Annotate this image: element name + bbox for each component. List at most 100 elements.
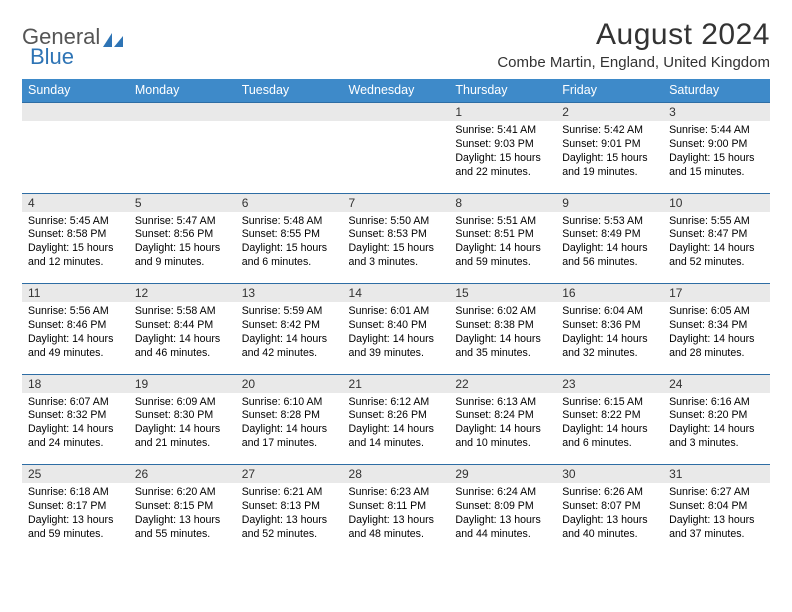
sunrise-text: Sunrise: 5:55 AM — [669, 215, 764, 229]
day-number: 15 — [449, 284, 556, 303]
sunrise-text: Sunrise: 5:48 AM — [242, 215, 337, 229]
day-detail: Sunrise: 6:21 AMSunset: 8:13 PMDaylight:… — [236, 483, 343, 555]
day-number: 9 — [556, 193, 663, 212]
day-detail: Sunrise: 6:16 AMSunset: 8:20 PMDaylight:… — [663, 393, 770, 465]
daylight-text: Daylight: 14 hours and 32 minutes. — [562, 333, 657, 361]
sunset-text: Sunset: 8:56 PM — [135, 228, 230, 242]
daylight-text: Daylight: 14 hours and 6 minutes. — [562, 423, 657, 451]
day-number: 2 — [556, 103, 663, 122]
daylight-text: Daylight: 14 hours and 28 minutes. — [669, 333, 764, 361]
daynum-row: 45678910 — [22, 193, 770, 212]
day-number: 28 — [343, 465, 450, 484]
sunset-text: Sunset: 9:03 PM — [455, 138, 550, 152]
sunrise-text: Sunrise: 6:24 AM — [455, 486, 550, 500]
day-detail: Sunrise: 6:13 AMSunset: 8:24 PMDaylight:… — [449, 393, 556, 465]
sunrise-text: Sunrise: 6:10 AM — [242, 396, 337, 410]
day-number: 19 — [129, 374, 236, 393]
sunrise-text: Sunrise: 6:16 AM — [669, 396, 764, 410]
detail-row: Sunrise: 5:45 AMSunset: 8:58 PMDaylight:… — [22, 212, 770, 284]
day-number: 11 — [22, 284, 129, 303]
daylight-text: Daylight: 14 hours and 21 minutes. — [135, 423, 230, 451]
sunrise-text: Sunrise: 5:42 AM — [562, 124, 657, 138]
day-number — [129, 103, 236, 122]
header-monday: Monday — [129, 79, 236, 103]
header-row: Sunday Monday Tuesday Wednesday Thursday… — [22, 79, 770, 103]
detail-row: Sunrise: 6:07 AMSunset: 8:32 PMDaylight:… — [22, 393, 770, 465]
detail-row: Sunrise: 6:18 AMSunset: 8:17 PMDaylight:… — [22, 483, 770, 555]
sunset-text: Sunset: 8:26 PM — [349, 409, 444, 423]
sunrise-text: Sunrise: 6:27 AM — [669, 486, 764, 500]
sunrise-text: Sunrise: 5:53 AM — [562, 215, 657, 229]
daylight-text: Daylight: 13 hours and 40 minutes. — [562, 514, 657, 542]
sunset-text: Sunset: 8:58 PM — [28, 228, 123, 242]
day-detail: Sunrise: 5:51 AMSunset: 8:51 PMDaylight:… — [449, 212, 556, 284]
day-number: 30 — [556, 465, 663, 484]
daylight-text: Daylight: 13 hours and 52 minutes. — [242, 514, 337, 542]
day-number — [343, 103, 450, 122]
header-wednesday: Wednesday — [343, 79, 450, 103]
daylight-text: Daylight: 15 hours and 9 minutes. — [135, 242, 230, 270]
sunrise-text: Sunrise: 5:50 AM — [349, 215, 444, 229]
day-number: 27 — [236, 465, 343, 484]
sunrise-text: Sunrise: 6:02 AM — [455, 305, 550, 319]
day-detail: Sunrise: 6:27 AMSunset: 8:04 PMDaylight:… — [663, 483, 770, 555]
daylight-text: Daylight: 13 hours and 59 minutes. — [28, 514, 123, 542]
day-number: 23 — [556, 374, 663, 393]
header-friday: Friday — [556, 79, 663, 103]
sunrise-text: Sunrise: 5:51 AM — [455, 215, 550, 229]
logo-sail-icon — [103, 29, 125, 45]
sunset-text: Sunset: 8:53 PM — [349, 228, 444, 242]
day-detail: Sunrise: 5:44 AMSunset: 9:00 PMDaylight:… — [663, 121, 770, 193]
day-number: 20 — [236, 374, 343, 393]
day-detail: Sunrise: 6:05 AMSunset: 8:34 PMDaylight:… — [663, 302, 770, 374]
daylight-text: Daylight: 14 hours and 35 minutes. — [455, 333, 550, 361]
calendar-table: Sunday Monday Tuesday Wednesday Thursday… — [22, 79, 770, 555]
daylight-text: Daylight: 14 hours and 39 minutes. — [349, 333, 444, 361]
day-detail: Sunrise: 6:12 AMSunset: 8:26 PMDaylight:… — [343, 393, 450, 465]
day-detail: Sunrise: 6:15 AMSunset: 8:22 PMDaylight:… — [556, 393, 663, 465]
day-number: 24 — [663, 374, 770, 393]
day-detail: Sunrise: 5:55 AMSunset: 8:47 PMDaylight:… — [663, 212, 770, 284]
day-detail: Sunrise: 5:59 AMSunset: 8:42 PMDaylight:… — [236, 302, 343, 374]
sunrise-text: Sunrise: 6:15 AM — [562, 396, 657, 410]
day-number: 7 — [343, 193, 450, 212]
sunset-text: Sunset: 8:30 PM — [135, 409, 230, 423]
day-detail: Sunrise: 6:02 AMSunset: 8:38 PMDaylight:… — [449, 302, 556, 374]
daylight-text: Daylight: 14 hours and 49 minutes. — [28, 333, 123, 361]
day-number: 25 — [22, 465, 129, 484]
daylight-text: Daylight: 13 hours and 44 minutes. — [455, 514, 550, 542]
sunset-text: Sunset: 8:36 PM — [562, 319, 657, 333]
day-detail: Sunrise: 6:10 AMSunset: 8:28 PMDaylight:… — [236, 393, 343, 465]
day-number: 6 — [236, 193, 343, 212]
daylight-text: Daylight: 15 hours and 19 minutes. — [562, 152, 657, 180]
daylight-text: Daylight: 14 hours and 59 minutes. — [455, 242, 550, 270]
sunset-text: Sunset: 8:04 PM — [669, 500, 764, 514]
day-detail: Sunrise: 5:50 AMSunset: 8:53 PMDaylight:… — [343, 212, 450, 284]
sunrise-text: Sunrise: 6:23 AM — [349, 486, 444, 500]
daynum-row: 123 — [22, 103, 770, 122]
detail-row: Sunrise: 5:41 AMSunset: 9:03 PMDaylight:… — [22, 121, 770, 193]
day-number — [236, 103, 343, 122]
header-thursday: Thursday — [449, 79, 556, 103]
sunset-text: Sunset: 9:00 PM — [669, 138, 764, 152]
day-number: 10 — [663, 193, 770, 212]
sunrise-text: Sunrise: 6:07 AM — [28, 396, 123, 410]
detail-row: Sunrise: 5:56 AMSunset: 8:46 PMDaylight:… — [22, 302, 770, 374]
sunset-text: Sunset: 8:44 PM — [135, 319, 230, 333]
day-detail: Sunrise: 6:24 AMSunset: 8:09 PMDaylight:… — [449, 483, 556, 555]
sunrise-text: Sunrise: 6:26 AM — [562, 486, 657, 500]
daylight-text: Daylight: 13 hours and 55 minutes. — [135, 514, 230, 542]
sunrise-text: Sunrise: 6:13 AM — [455, 396, 550, 410]
day-detail: Sunrise: 5:45 AMSunset: 8:58 PMDaylight:… — [22, 212, 129, 284]
daynum-row: 25262728293031 — [22, 465, 770, 484]
daynum-row: 11121314151617 — [22, 284, 770, 303]
daylight-text: Daylight: 15 hours and 15 minutes. — [669, 152, 764, 180]
day-number: 8 — [449, 193, 556, 212]
day-detail: Sunrise: 6:18 AMSunset: 8:17 PMDaylight:… — [22, 483, 129, 555]
day-number: 1 — [449, 103, 556, 122]
daynum-row: 18192021222324 — [22, 374, 770, 393]
sunrise-text: Sunrise: 5:44 AM — [669, 124, 764, 138]
sunset-text: Sunset: 8:13 PM — [242, 500, 337, 514]
day-number — [22, 103, 129, 122]
day-detail: Sunrise: 6:09 AMSunset: 8:30 PMDaylight:… — [129, 393, 236, 465]
